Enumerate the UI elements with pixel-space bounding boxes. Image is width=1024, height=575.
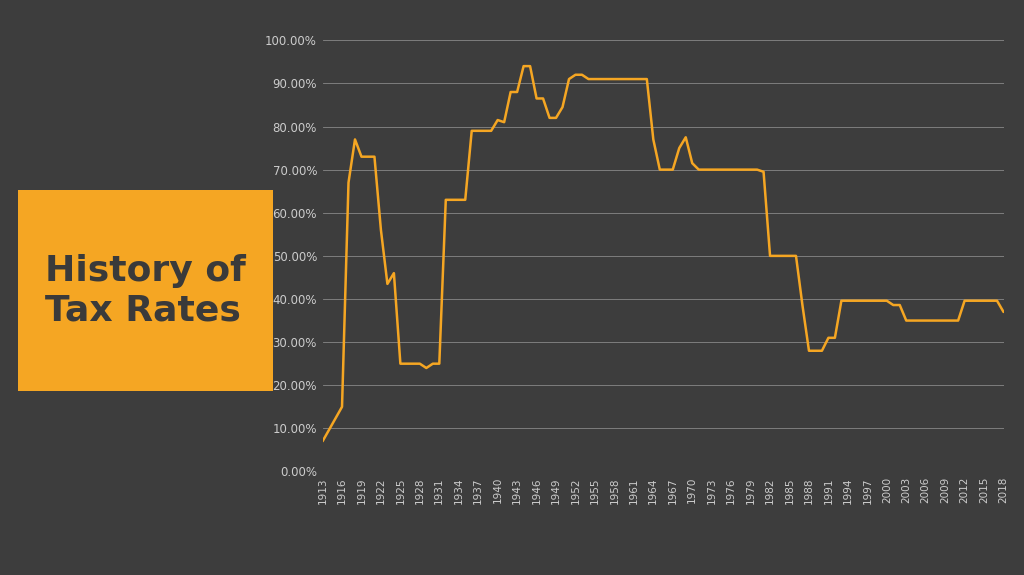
FancyBboxPatch shape: [17, 190, 273, 391]
Text: History of
Tax Rates: History of Tax Rates: [45, 254, 246, 327]
